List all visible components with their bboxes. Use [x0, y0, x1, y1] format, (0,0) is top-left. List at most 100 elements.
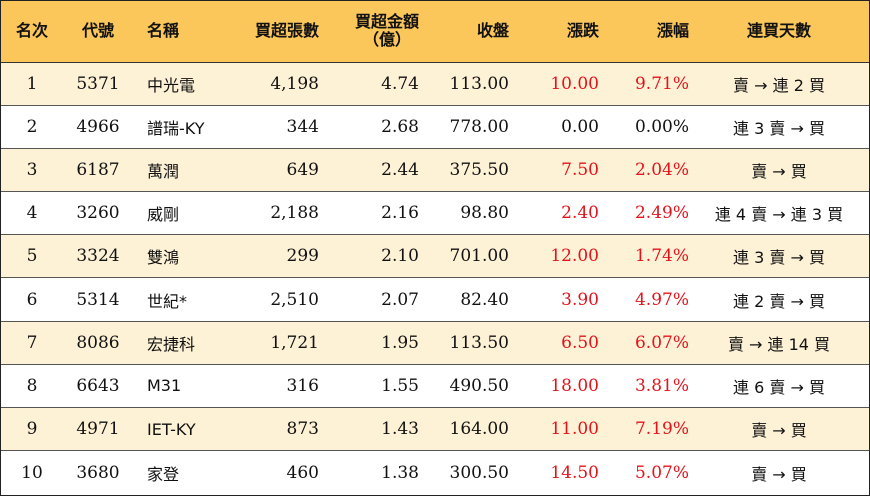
cell-rank: 10: [21, 462, 43, 483]
header-net-buy-amount: 買超金額 （億）: [319, 1, 419, 63]
cell-streak: 賣 → 買: [689, 407, 869, 452]
cell-net-buy-amount: 1.95: [319, 321, 419, 365]
cell-net-buy-amount: 2.10: [319, 234, 419, 279]
cell-code: 5371: [63, 62, 133, 106]
table-row: 4 3260 威剛 2,188 2.16 98.80 2.40 2.49% 連 4 賣 → 連 …: [1, 191, 869, 236]
cell-change-pct: 2.04%: [599, 148, 689, 193]
cell-streak: 賣 → 連 14 買: [689, 321, 869, 365]
cell-code: 6643: [63, 364, 133, 409]
cell-name: 譜瑞-KY: [133, 105, 227, 149]
cell-change: 2.40: [509, 191, 599, 236]
cell-name: IET-KY: [133, 407, 227, 452]
cell-net-buy-amount: 2.68: [319, 105, 419, 149]
table-row: 9 4971 IET-KY 873 1.43 164.00 11.00 7.19% 賣 → 買: [1, 407, 869, 452]
table-header-row: 名次 代號 名稱 買超張數 買超金額 （億） 收盤 漲跌 漲幅 連買天數: [1, 1, 869, 63]
cell-code: 3680: [76, 462, 120, 483]
cell-name: 萬潤: [133, 148, 227, 193]
cell-streak: 連 3 賣 → 買: [689, 105, 869, 149]
cell-net-buy-lots: 460: [286, 462, 319, 483]
header-change: 漲跌: [509, 1, 599, 63]
cell-streak: 連 4 賣 → 連 3 買: [689, 191, 869, 236]
header-net-buy-amount-line1: 買超金額: [354, 12, 419, 32]
cell-net-buy-lots: 1,721: [227, 321, 319, 365]
cell-code: 3324: [63, 234, 133, 279]
cell-net-buy-lots: 873: [227, 407, 319, 452]
cell-change: 14.50: [550, 462, 599, 483]
cell-change-pct: 4.97%: [599, 277, 689, 322]
cell-rank: 3: [1, 148, 63, 193]
cell-code: 5314: [63, 277, 133, 322]
header-net-buy-lots: 買超張數: [227, 1, 319, 63]
cell-close: 164.00: [419, 407, 509, 452]
cell-net-buy-lots: 316: [227, 364, 319, 409]
header-close: 收盤: [419, 1, 509, 63]
cell-net-buy-amount: 2.44: [319, 148, 419, 193]
cell-name: 世紀*: [133, 277, 227, 322]
cell-net-buy-lots: 2,510: [227, 277, 319, 322]
cell-net-buy-lots: 4,198: [227, 62, 319, 106]
cell-close: 300.50: [449, 462, 509, 483]
cell-close: 490.50: [419, 364, 509, 409]
cell-name: 中光電: [133, 62, 227, 106]
table-row: 10 3680 家登 460 1.38 300.50 14.50 5.07% 賣 → 買: [1, 450, 869, 494]
cell-change-pct: 2.49%: [599, 191, 689, 236]
cell-streak: 賣 → 買: [751, 464, 807, 484]
cell-net-buy-lots: 2,188: [227, 191, 319, 236]
cell-net-buy-amount: 2.07: [319, 277, 419, 322]
cell-rank: 9: [1, 407, 63, 452]
cell-rank: 5: [1, 234, 63, 279]
cell-net-buy-lots: 344: [227, 105, 319, 149]
cell-change: 7.50: [509, 148, 599, 193]
header-change-pct: 漲幅: [599, 1, 689, 63]
cell-change-pct: 1.74%: [599, 234, 689, 279]
cell-net-buy-lots: 299: [227, 234, 319, 279]
cell-streak: 連 3 賣 → 買: [689, 234, 869, 279]
cell-net-buy-amount: 1.55: [319, 364, 419, 409]
header-net-buy-amount-line2: （億）: [362, 30, 411, 50]
cell-streak: 賣 → 買: [689, 148, 869, 193]
cell-streak: 賣 → 連 2 買: [689, 62, 869, 106]
cell-close: 778.00: [419, 105, 509, 149]
cell-streak: 連 2 賣 → 買: [689, 277, 869, 322]
cell-change-pct: 3.81%: [599, 364, 689, 409]
cell-change: 0.00: [509, 105, 599, 149]
table-row: 5 3324 雙鴻 299 2.10 701.00 12.00 1.74% 連 3 賣 → 買: [1, 234, 869, 279]
cell-change: 11.00: [509, 407, 599, 452]
cell-name: 威剛: [133, 191, 227, 236]
cell-code: 3260: [63, 191, 133, 236]
cell-change: 10.00: [509, 62, 599, 106]
cell-rank: 4: [1, 191, 63, 236]
cell-code: 4966: [63, 105, 133, 149]
cell-close: 375.50: [419, 148, 509, 193]
cell-change: 12.00: [509, 234, 599, 279]
cell-net-buy-amount: 4.74: [319, 62, 419, 106]
cell-close: 113.00: [419, 62, 509, 106]
cell-code: 4971: [63, 407, 133, 452]
cell-net-buy-amount: 1.38: [381, 462, 419, 483]
cell-rank: 1: [1, 62, 63, 106]
cell-net-buy-amount: 2.16: [319, 191, 419, 236]
cell-name: 雙鴻: [133, 234, 227, 279]
header-code: 代號: [63, 1, 133, 63]
table-row: 2 4966 譜瑞-KY 344 2.68 778.00 0.00 0.00% 連 3 賣 → …: [1, 105, 869, 149]
header-streak: 連買天數: [689, 1, 869, 63]
cell-change-pct: 7.19%: [599, 407, 689, 452]
cell-code: 6187: [63, 148, 133, 193]
cell-name: M31: [133, 364, 227, 409]
cell-change-pct: 6.07%: [599, 321, 689, 365]
table-row: 1 5371 中光電 4,198 4.74 113.00 10.00 9.71% 賣 → 連 2…: [1, 62, 869, 106]
cell-rank: 6: [1, 277, 63, 322]
cell-close: 701.00: [419, 234, 509, 279]
cell-code: 8086: [63, 321, 133, 365]
cell-close: 82.40: [419, 277, 509, 322]
table-row: 3 6187 萬潤 649 2.44 375.50 7.50 2.04% 賣 → 買: [1, 148, 869, 193]
cell-change-pct: 5.07%: [634, 462, 689, 483]
cell-name: 家登: [147, 464, 180, 484]
cell-net-buy-lots: 649: [227, 148, 319, 193]
cell-name: 宏捷科: [133, 321, 227, 365]
cell-change: 6.50: [509, 321, 599, 365]
cell-change-pct: 0.00%: [599, 105, 689, 149]
cell-streak: 連 6 賣 → 買: [689, 364, 869, 409]
